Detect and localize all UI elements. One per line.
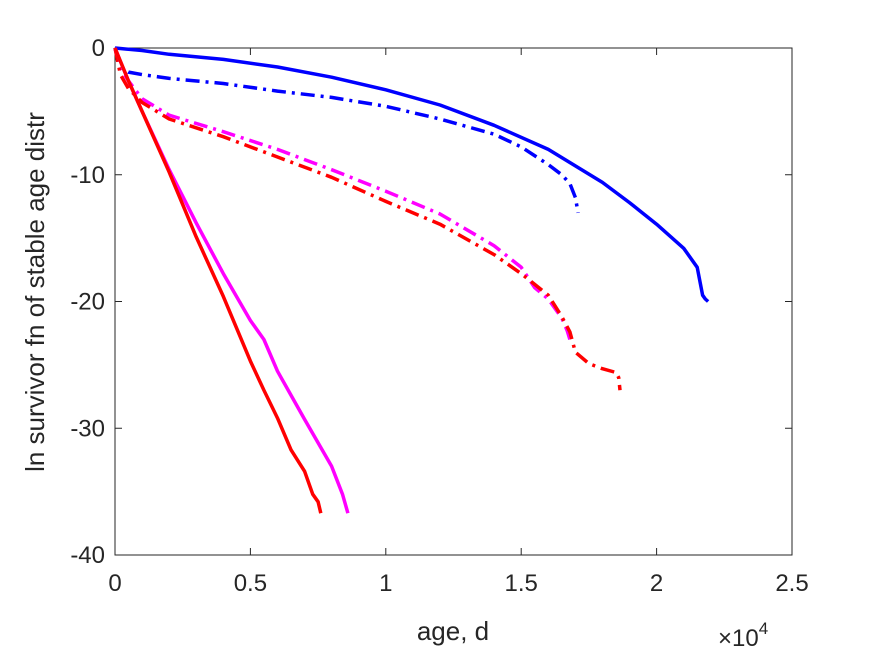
series-group: [113, 46, 710, 514]
series-line-6: [113, 47, 323, 514]
y-tick-label: -40: [70, 542, 105, 569]
x-exponent-label: ×104: [718, 619, 768, 652]
y-tick-label: -20: [70, 289, 105, 316]
x-tick-label: 2: [650, 570, 663, 597]
x-tick-label: 1: [379, 570, 392, 597]
series-line-4: [113, 47, 622, 391]
x-tick-label: 1.5: [505, 570, 538, 597]
y-axis-ticks: 0 -10 -20 -30 -40: [70, 35, 792, 569]
x-exponent-base: ×10: [718, 625, 759, 652]
x-tick-label: 0.5: [234, 570, 267, 597]
series-line-2: [113, 47, 580, 214]
x-axis-label: age, d: [417, 616, 489, 646]
y-tick-label: -30: [70, 415, 105, 442]
y-tick-label: -10: [70, 162, 105, 189]
y-axis-label: ln survivor fn of stable age distr: [20, 112, 50, 472]
y-tick-label: 0: [92, 35, 105, 62]
x-axis-ticks: 0 0.5 1 1.5 2 2.5: [108, 48, 809, 597]
x-tick-label: 0: [108, 570, 121, 597]
series-line-1: [114, 46, 710, 303]
x-exponent-power: 4: [759, 619, 768, 638]
x-tick-label: 2.5: [775, 570, 808, 597]
